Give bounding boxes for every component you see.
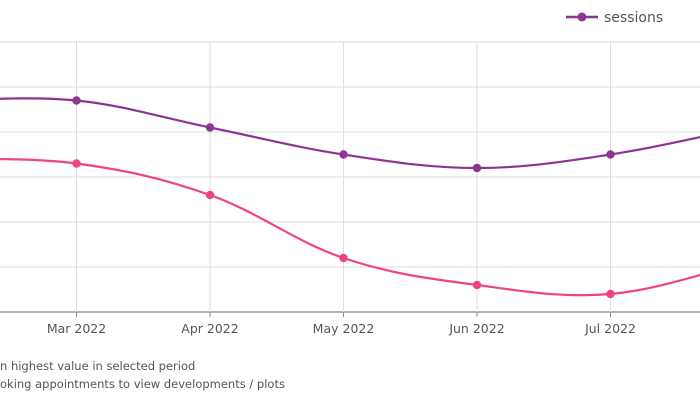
- data-point-series-2[interactable]: [472, 280, 482, 290]
- data-point-series-2[interactable]: [205, 190, 215, 200]
- data-point-series-2[interactable]: [606, 289, 615, 299]
- series-line-sessions: [0, 97, 700, 170]
- x-tick-label: Jun 2022: [448, 321, 504, 336]
- legend-marker-sessions: [577, 12, 587, 22]
- x-tick-label: Jul 2022: [584, 321, 636, 336]
- data-point-sessions[interactable]: [205, 123, 215, 132]
- data-point-series-2[interactable]: [339, 253, 348, 263]
- legend-label-sessions: sessions: [604, 10, 663, 26]
- x-tick-label: Mar 2022: [47, 321, 106, 336]
- data-point-sessions[interactable]: [72, 96, 81, 105]
- x-tick-label: Apr 2022: [181, 321, 238, 336]
- data-point-sessions[interactable]: [339, 150, 348, 159]
- x-tick-label: May 2022: [313, 321, 375, 336]
- chart-footnote-highest-value: n highest value in selected period: [0, 359, 196, 373]
- series-line-series-2: [0, 158, 700, 297]
- legend[interactable]: sessions: [566, 10, 663, 26]
- series-points: [72, 96, 615, 299]
- chart-footnote-booking-appointments: oking appointments to view developments …: [0, 377, 285, 391]
- gridlines: [0, 41, 700, 313]
- x-axis-ticks: Mar 2022 Apr 2022 May 2022 Jun 2022 Jul 2022: [47, 312, 636, 336]
- data-point-series-2[interactable]: [72, 159, 81, 168]
- data-point-sessions[interactable]: [606, 150, 615, 159]
- data-point-sessions[interactable]: [472, 163, 482, 173]
- series-lines: [0, 97, 700, 297]
